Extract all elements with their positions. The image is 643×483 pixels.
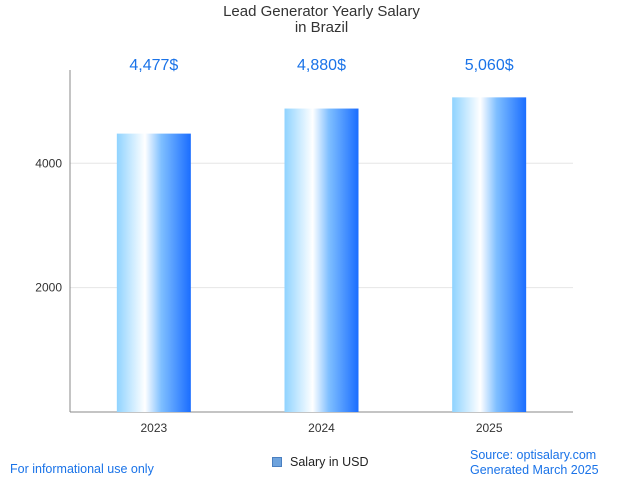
x-tick-label-2023: 2023: [140, 421, 167, 435]
legend-swatch: [272, 457, 282, 467]
x-tick-label-2025: 2025: [476, 421, 503, 435]
x-tick-label-2024: 2024: [308, 421, 335, 435]
value-label-2025: 5,060$: [465, 57, 514, 74]
generated-date: Generated March 2025: [470, 463, 599, 477]
source-link[interactable]: Source: optisalary.com: [470, 448, 597, 462]
value-label-2023: 4,477$: [129, 57, 178, 74]
bar-2025: [452, 97, 527, 413]
legend-label: Salary in USD: [290, 455, 369, 469]
disclaimer-text: For informational use only: [10, 462, 154, 476]
y-tick-label: 4000: [35, 156, 62, 170]
chart-title-line-1: Lead Generator Yearly Salary: [223, 3, 420, 20]
value-label-2024: 4,880$: [297, 57, 346, 74]
source-block: Source: optisalary.com Generated March 2…: [470, 448, 599, 478]
y-tick-label: 2000: [35, 281, 62, 295]
bar-2023: [116, 133, 191, 412]
chart-title-line-2: in Brazil: [294, 19, 349, 36]
bar-2024: [284, 108, 359, 412]
chart-title: Lead Generator Yearly Salary in Brazil: [0, 4, 643, 36]
chart-legend: Salary in USD: [272, 455, 369, 469]
